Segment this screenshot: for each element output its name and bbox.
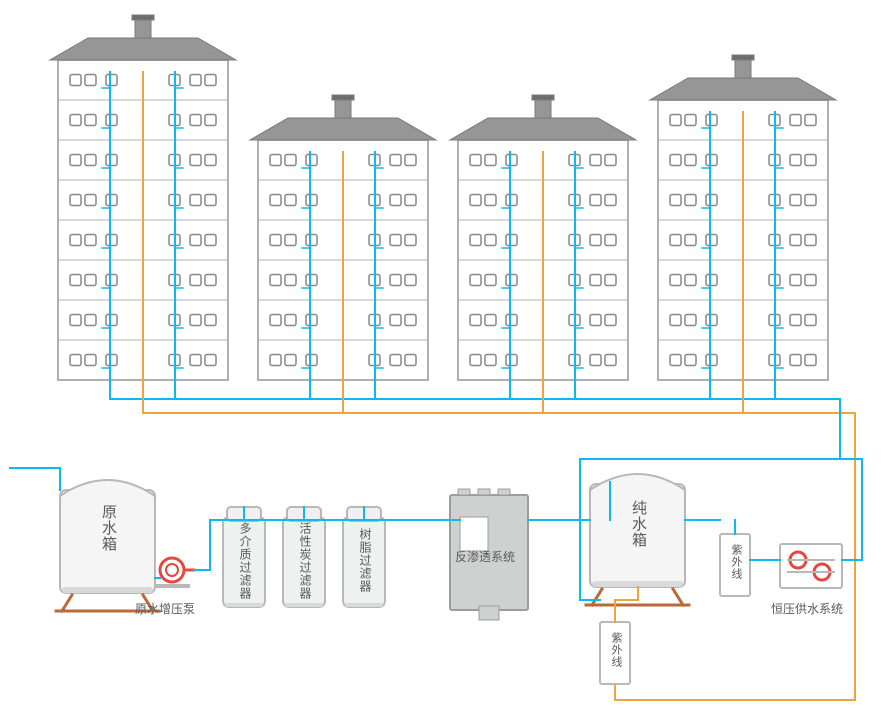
filter1-label: 多介质过滤器 — [237, 522, 254, 600]
uv2-label: 紫外线 — [728, 544, 744, 580]
ro-label: 反渗透系统 — [455, 548, 515, 565]
pure-tank-label: 纯水箱 — [628, 500, 649, 548]
filter3-label: 树脂过滤器 — [357, 528, 374, 593]
uv1-label: 紫外线 — [608, 632, 624, 668]
water-system-diagram — [0, 0, 881, 714]
pump-label: 原水增压泵 — [135, 600, 195, 617]
raw-tank-label: 原水箱 — [98, 504, 119, 552]
filter2-label: 活性炭过滤器 — [297, 522, 314, 600]
supply-label: 恒压供水系统 — [771, 600, 843, 617]
